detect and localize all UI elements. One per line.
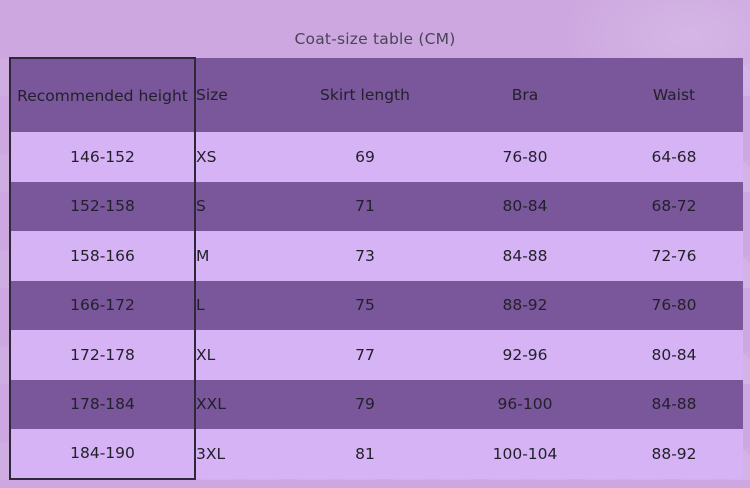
cell-skirt-length: 77 — [285, 330, 445, 380]
cell-height: 178-184 — [9, 379, 196, 429]
table-body: 146-152 XS 69 76-80 64-68 152-158 S 71 8… — [9, 132, 743, 480]
table-row: 146-152 XS 69 76-80 64-68 — [9, 132, 743, 182]
cell-size: S — [195, 181, 285, 231]
cell-waist: 80-84 — [605, 330, 743, 380]
cell-waist: 76-80 — [605, 280, 743, 330]
size-table-container: Recommended height Size Skirt length Bra… — [9, 57, 744, 480]
cell-height: 146-152 — [9, 132, 196, 182]
table-row: 172-178 XL 77 92-96 80-84 — [9, 330, 743, 380]
cell-size: M — [195, 231, 285, 281]
cell-size: XL — [195, 330, 285, 380]
cell-skirt-length: 75 — [285, 280, 445, 330]
cell-skirt-length: 73 — [285, 231, 445, 281]
table-header: Recommended height Size Skirt length Bra… — [9, 57, 743, 132]
cell-waist: 68-72 — [605, 181, 743, 231]
cell-bra: 88-92 — [445, 280, 605, 330]
cell-height: 172-178 — [9, 330, 196, 380]
cell-bra: 84-88 — [445, 231, 605, 281]
cell-waist: 72-76 — [605, 231, 743, 281]
cell-bra: 100-104 — [445, 429, 605, 479]
coat-size-table: Recommended height Size Skirt length Bra… — [9, 57, 744, 480]
cell-height: 152-158 — [9, 181, 196, 231]
cell-waist: 88-92 — [605, 429, 743, 479]
cell-skirt-length: 79 — [285, 379, 445, 429]
cell-size: L — [195, 280, 285, 330]
cell-size: XS — [195, 132, 285, 182]
cell-bra: 80-84 — [445, 181, 605, 231]
cell-waist: 84-88 — [605, 379, 743, 429]
page-title: Coat-size table (CM) — [294, 30, 456, 48]
table-row: 166-172 L 75 88-92 76-80 — [9, 280, 743, 330]
cell-skirt-length: 69 — [285, 132, 445, 182]
cell-height: 158-166 — [9, 231, 196, 281]
cell-size: XXL — [195, 379, 285, 429]
cell-skirt-length: 81 — [285, 429, 445, 479]
cell-bra: 96-100 — [445, 379, 605, 429]
table-row: 158-166 M 73 84-88 72-76 — [9, 231, 743, 281]
cell-skirt-length: 71 — [285, 181, 445, 231]
column-header-waist: Waist — [605, 58, 743, 132]
column-header-bra: Bra — [445, 58, 605, 132]
table-row: 178-184 XXL 79 96-100 84-88 — [9, 379, 743, 429]
cell-height: 184-190 — [9, 429, 196, 480]
table-row: 152-158 S 71 80-84 68-72 — [9, 181, 743, 231]
column-header-height: Recommended height — [9, 57, 196, 132]
header-row: Recommended height Size Skirt length Bra… — [9, 57, 743, 132]
column-header-size: Size — [195, 58, 285, 132]
cell-height: 166-172 — [9, 280, 196, 330]
table-row: 184-190 3XL 81 100-104 88-92 — [9, 429, 743, 480]
cell-waist: 64-68 — [605, 132, 743, 182]
cell-size: 3XL — [195, 429, 285, 479]
cell-bra: 76-80 — [445, 132, 605, 182]
column-header-skirt-length: Skirt length — [285, 58, 445, 132]
cell-bra: 92-96 — [445, 330, 605, 380]
